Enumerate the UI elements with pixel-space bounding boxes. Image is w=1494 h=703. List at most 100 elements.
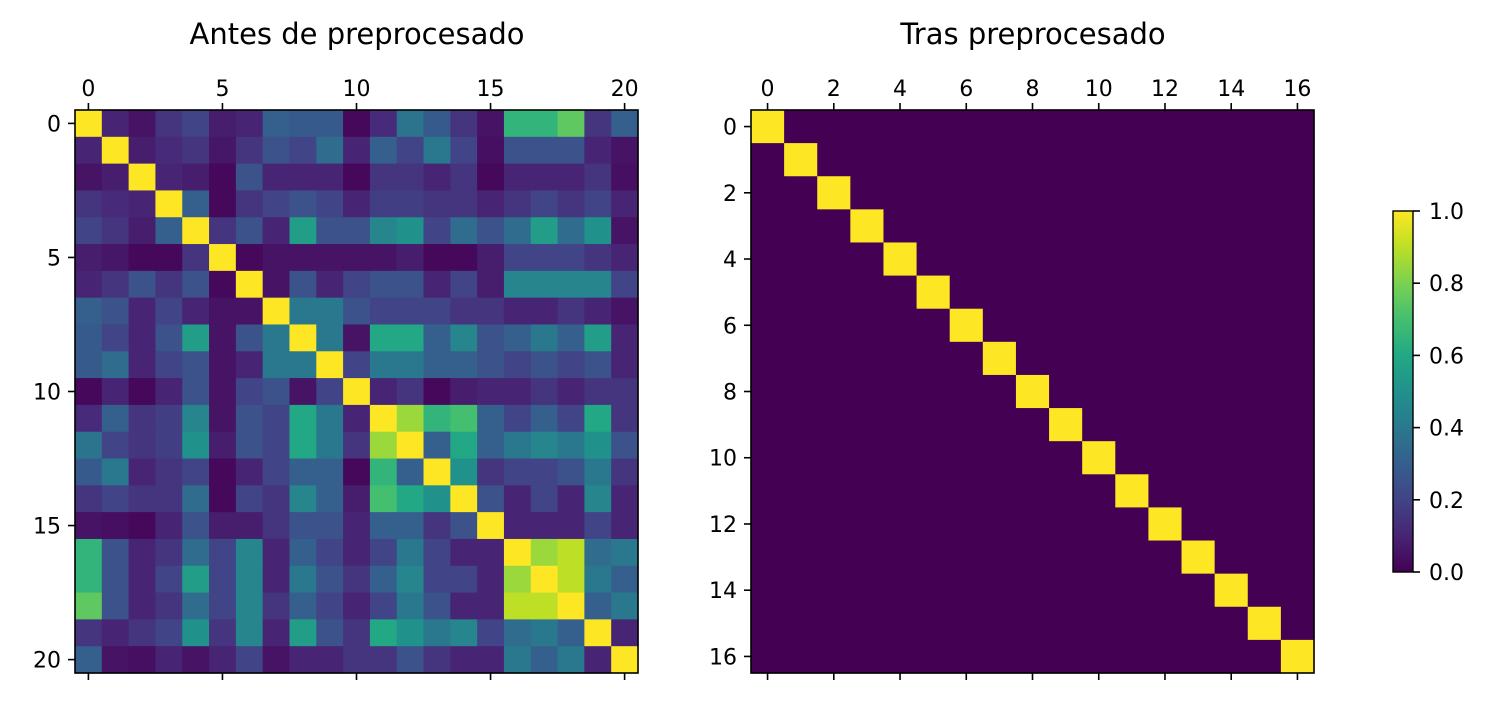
heatmap-cell [289,351,317,379]
heatmap-cell [289,190,317,218]
heatmap-cell [584,431,612,460]
heatmap-cell [1280,573,1315,608]
heatmap-cell [209,270,237,299]
heatmap-cell [235,351,264,379]
x-tick-label: 5 [215,77,229,102]
heatmap-cell [155,244,183,272]
heatmap-cell [101,270,130,299]
heatmap-cell [155,217,183,245]
heatmap-cell [477,136,505,165]
heatmap-cell [1247,573,1282,608]
heatmap-cell [850,474,885,509]
heatmap-cell [182,565,210,594]
heatmap-cell [101,565,130,594]
heatmap-cell [1247,441,1282,475]
heatmap-cell [530,538,559,567]
heatmap-cell [949,639,984,674]
x-tick-label: 8 [1026,77,1040,102]
heatmap-cell [369,190,398,218]
heatmap-cell [1181,209,1216,244]
heatmap-cell [982,242,1017,277]
heatmap-cell [235,619,264,647]
heatmap-cell [477,110,505,138]
heatmap-cell [530,431,559,460]
heatmap-cell [182,646,210,674]
heatmap-cell [1181,110,1216,144]
heatmap-cell [182,538,210,567]
heatmap-cell [1049,441,1083,475]
heatmap-cell [1214,374,1249,409]
heatmap-cell [611,646,639,674]
heatmap-cell [101,378,130,406]
heatmap-cell [1015,507,1050,542]
heatmap-cell [503,351,532,379]
heatmap-cell [1049,143,1083,177]
heatmap-cell [477,163,505,192]
heatmap-cell [209,110,237,138]
heatmap-cell [262,351,291,379]
heatmap-cell [530,565,559,594]
heatmap-cell [477,244,505,272]
colorbar-tick-label: 1.0 [1429,200,1464,225]
heatmap-cell [611,136,639,165]
heatmap-cell [784,441,818,475]
heatmap-cell [1115,242,1150,277]
heatmap-cell [423,324,451,352]
heatmap-cell [584,270,612,299]
heatmap-cell [369,270,398,299]
heatmap-cell [423,646,451,674]
heatmap-cell [423,565,451,594]
heatmap-cell [316,324,344,352]
heatmap-cell [817,176,851,210]
heatmap-cell [209,244,237,272]
heatmap-cell [916,308,951,343]
heatmap-cell [343,512,371,540]
heatmap-cell [1214,176,1249,210]
heatmap-cell [423,190,451,218]
heatmap-cell [817,639,851,674]
heatmap-cell [1049,540,1083,575]
heatmap-cell [1015,341,1050,376]
heatmap-cell [101,431,130,460]
heatmap-cell [503,619,532,647]
heatmap-cell [75,110,103,138]
heatmap-cell [75,351,103,379]
heatmap-cell [751,573,785,608]
heatmap-cell [75,458,103,486]
heatmap-cell [1015,308,1050,343]
heatmap-cell [883,507,918,542]
heatmap-cell [101,297,130,326]
heatmap-cell [584,592,612,620]
heatmap-cell [817,474,851,509]
heatmap-cell [503,297,532,326]
heatmap-cell [423,297,451,326]
heatmap-cell [584,378,612,406]
heatmap-cell [343,270,371,299]
heatmap-cell [883,606,918,641]
heatmap-cell [450,619,478,647]
heatmap-cell [982,110,1017,144]
heatmap-cell [1214,275,1249,310]
heatmap-cell [128,163,157,192]
heatmap-cell [477,404,505,433]
heatmap-cell [75,619,103,647]
heatmap-cell [75,565,103,594]
heatmap-cell [262,431,291,460]
heatmap-cell [1280,408,1315,442]
heatmap-cell [784,341,818,376]
heatmap-cell [235,592,264,620]
heatmap-cell [1214,573,1249,608]
heatmap-cell [883,474,918,509]
heatmap-cell [584,619,612,647]
heatmap-cell [1148,143,1183,177]
heatmap-cell [477,646,505,674]
heatmap-cell [1082,540,1116,575]
heatmap-cell [289,646,317,674]
heatmap-cell [1280,308,1315,343]
heatmap-cell [209,512,237,540]
heatmap-cell [262,244,291,272]
heatmap-cell [101,351,130,379]
heatmap-cell [128,592,157,620]
heatmap-cell [343,217,371,245]
heatmap-cell [1015,441,1050,475]
